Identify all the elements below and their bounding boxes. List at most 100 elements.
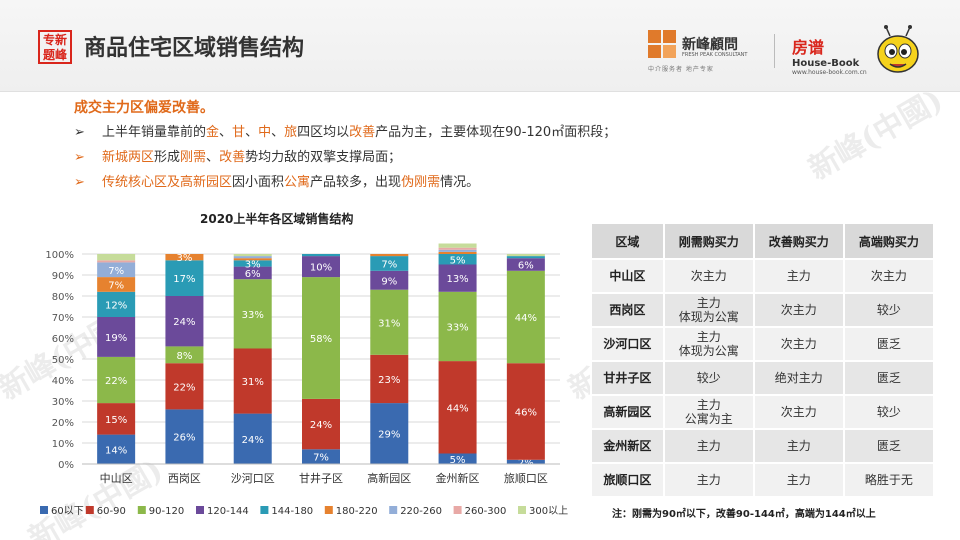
legend-swatch: [260, 506, 269, 514]
page-title: 商品住宅区域销售结构: [84, 36, 305, 61]
bullet-text: 上半年销量靠前的: [102, 125, 207, 140]
table-row-header: 旅顺口区: [590, 462, 665, 498]
legend-label: 180-220: [336, 506, 378, 517]
bar-segment: [438, 254, 477, 265]
brand2-en: House-Book: [792, 58, 860, 69]
data-label: 33%: [242, 310, 264, 321]
table-row: 甘井子区 较少 绝对主力 匮乏: [590, 360, 936, 396]
legend-label: 144-180: [271, 506, 313, 517]
data-label: 58%: [310, 334, 332, 345]
bar-segment: [233, 256, 272, 259]
data-label: 6%: [518, 261, 534, 272]
table-cell: 较少: [842, 394, 936, 430]
data-label: 7%: [313, 453, 329, 464]
bar-segment: [506, 254, 545, 257]
y-tick-label: 10%: [52, 439, 74, 450]
legend-label: 60-90: [97, 506, 126, 517]
bar-segment: [233, 413, 272, 464]
data-label: 14%: [105, 445, 127, 456]
bar-segment: [233, 258, 272, 261]
fresh-peak-logo: 新峰顧問 FRESH PEAK CONSULTANT 中介服务者 地产专家: [648, 30, 758, 73]
table-row-header: 中山区: [590, 258, 665, 294]
table-cell: 次主力: [752, 292, 845, 328]
y-tick-label: 100%: [45, 250, 74, 261]
bullet-item: ➢ 上半年销量靠前的金、甘、中、旅四区均以改善产品为主，主要体现在90-120㎡面…: [74, 121, 616, 140]
bullet-text: 产品为主，主要体现在90-120㎡面积段；: [375, 125, 617, 140]
bar-segment: [506, 270, 545, 364]
legend-swatch: [518, 506, 526, 514]
y-tick-label: 50%: [52, 355, 74, 366]
legend-label: 300以上: [529, 505, 568, 517]
highlight-text: 新城两区: [102, 150, 155, 165]
table-cell: 次主力: [752, 394, 845, 430]
watermark: 新峰(中國): [802, 82, 949, 188]
bullet-arrow-icon: ➢: [74, 150, 85, 165]
header-bar: 专新题峰 商品住宅区域销售结构 新峰顧問 FRESH PEAK CONSULTA…: [0, 0, 960, 92]
bar-segment: [370, 254, 409, 257]
bullet-arrow-icon: ➢: [74, 175, 85, 190]
bar-segment: [302, 277, 340, 399]
highlight-text: 旅: [284, 125, 298, 140]
data-label: 24%: [173, 317, 195, 328]
table-row: 旅顺口区 主力 主力 略胜于无: [590, 462, 936, 498]
data-label: 10%: [310, 263, 332, 274]
highlight-text: 刚需: [180, 150, 207, 165]
data-label: 23%: [378, 375, 400, 386]
table-row: 金州新区 主力 主力 匮乏: [590, 428, 936, 464]
bar-segment: [165, 260, 204, 296]
bar-segment: [302, 256, 340, 278]
data-label: 31%: [242, 377, 264, 388]
table-cell: 次主力: [662, 258, 755, 294]
highlight-text: 改善: [349, 125, 376, 140]
bullet-text: 势均力敌的双擎支撑局面；: [245, 150, 402, 165]
data-label: 2%: [518, 458, 534, 469]
brand2-cn: 房谱: [792, 38, 825, 57]
data-label: 22%: [105, 376, 127, 387]
data-label: 24%: [242, 435, 264, 446]
legend-swatch: [137, 506, 146, 514]
bullet-text: 情况。: [440, 175, 480, 190]
data-label: 3%: [176, 253, 192, 264]
legend-swatch: [196, 506, 204, 514]
bar-segment: [370, 289, 409, 355]
bar-segment: [97, 356, 136, 404]
legend-label: 120-144: [207, 506, 249, 517]
bar-segment: [233, 260, 272, 267]
brand2-url: www.house-book.com.cn: [792, 69, 867, 76]
bullet-text: 、: [206, 150, 220, 165]
table-row-header: 沙河口区: [590, 326, 665, 362]
legend-label: 60以下: [51, 506, 84, 517]
table-header-cell: 高端购买力: [842, 222, 936, 260]
data-label: 5%: [450, 455, 466, 466]
data-label: 22%: [173, 382, 195, 393]
table-cell: 主力: [662, 428, 755, 464]
bar-segment: [302, 449, 340, 464]
bee-mascot-icon: [877, 25, 919, 73]
data-label: 17%: [173, 274, 195, 285]
bar-segment: [438, 249, 477, 252]
bar-segment: [506, 363, 545, 460]
bar-segment: [438, 291, 477, 362]
brand1-name: 新峰顧問: [682, 37, 738, 53]
data-label: 3%: [245, 259, 261, 270]
bar-segment: [233, 254, 272, 257]
bar-segment: [438, 251, 477, 254]
data-label: 24%: [310, 420, 332, 431]
table-cell: 较少: [842, 292, 936, 328]
bar-segment: [438, 243, 477, 248]
y-tick-label: 90%: [52, 271, 74, 282]
logo-divider: [774, 34, 775, 68]
bullet-item: ➢ 新城两区形成刚需、改善势均力敌的双擎支撑局面；: [74, 146, 401, 165]
bar-segment: [97, 403, 136, 435]
y-tick-label: 0%: [58, 460, 74, 471]
table-cell: 匮乏: [842, 326, 936, 362]
bar-segment: [165, 346, 204, 364]
headline: 成交主力区偏爱改善。: [74, 100, 214, 116]
x-tick-label: 沙河口区: [231, 472, 275, 485]
table-cell: 绝对主力: [752, 360, 845, 396]
bullet-text: 、: [219, 125, 233, 140]
table-cell: 主力 体现为公寓: [662, 292, 755, 328]
bar-segment: [97, 291, 136, 317]
bullet-arrow-icon: ➢: [74, 125, 85, 140]
bar-segment: [165, 254, 204, 261]
